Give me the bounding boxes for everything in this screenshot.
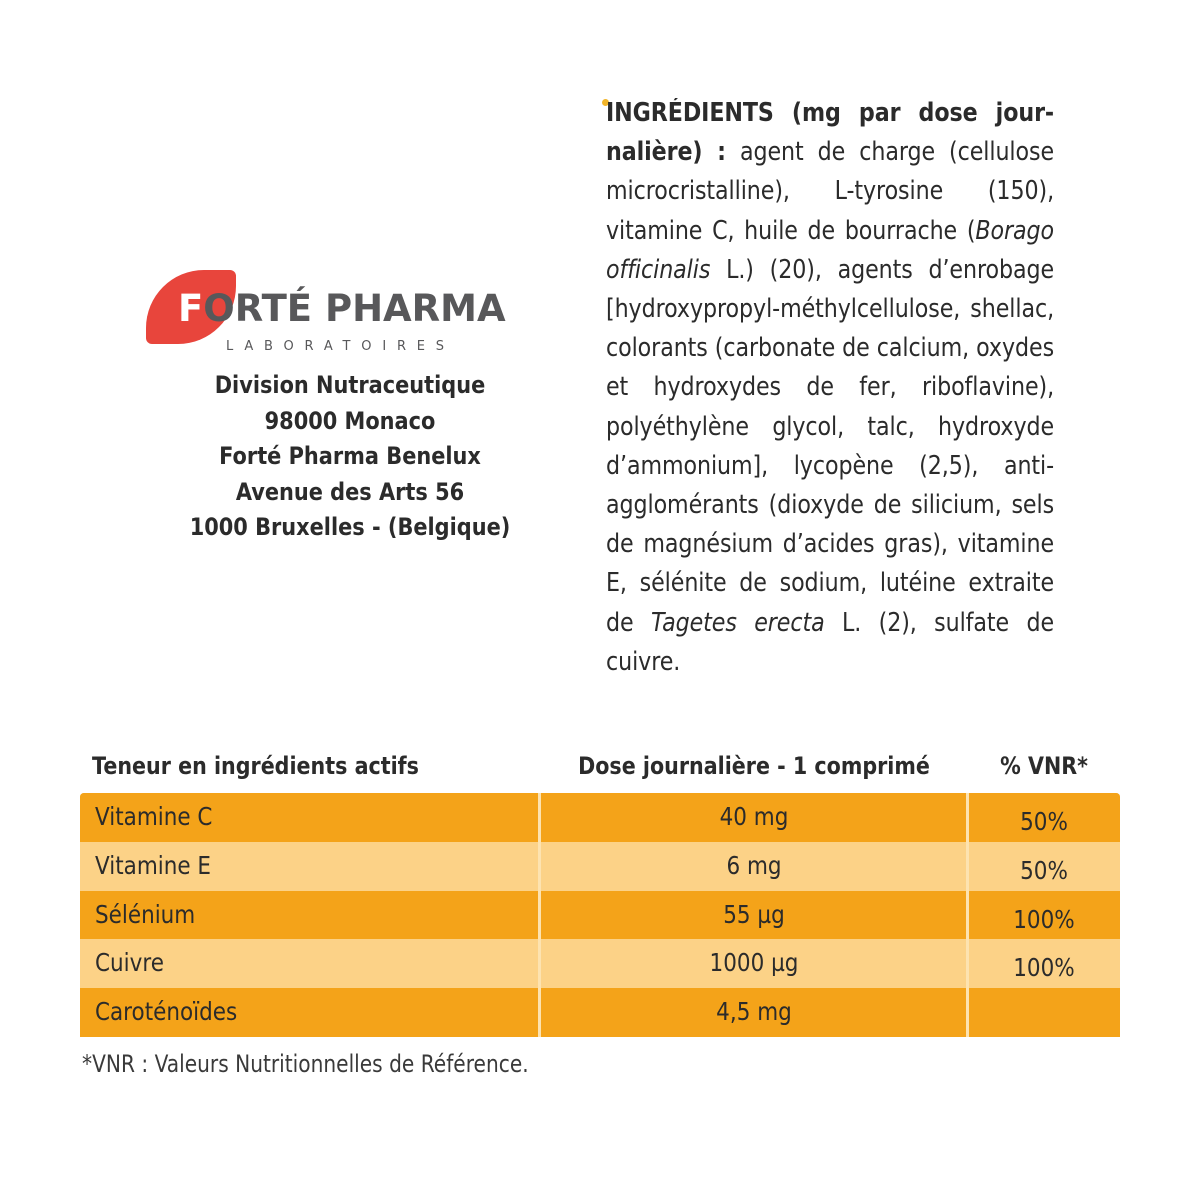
latin-name: Tagetes erecta — [650, 607, 825, 638]
column-divider — [966, 793, 969, 1037]
brand-subtitle: LABORATOIRES — [226, 339, 455, 354]
table-row: Caroténoïdes 4,5 mg — [80, 988, 1120, 1037]
ingredient-vnr: 50% — [1020, 855, 1068, 885]
brand-name: FORTÉ PHARMA — [178, 290, 506, 327]
ingredient-dose: 1000 µg — [709, 948, 799, 978]
ingredient-dose: 4,5 mg — [716, 997, 792, 1027]
ingredient-dose: 40 mg — [719, 802, 789, 831]
address-line: Forté Pharma Benelux — [219, 442, 481, 470]
table-row: Vitamine C 40 mg 50% — [80, 793, 1120, 842]
address-line: Avenue des Arts 56 — [235, 477, 465, 506]
brand-initial: F — [178, 287, 204, 330]
ingredients-part: L.) (20), agents d’enrobage [hydroxyprop… — [606, 254, 1055, 638]
ingredient-vnr: 50% — [1020, 807, 1068, 836]
ingredient-name: Caroténoïdes — [95, 997, 238, 1027]
latin-name: Borago officinalis — [606, 215, 1055, 285]
ingredient-vnr: 100% — [1013, 953, 1075, 983]
address-line: Division Nutraceutique — [214, 371, 486, 399]
ingredients-heading: INGRÉDIENTS (mg par dose jour-nalière) : — [606, 98, 1055, 168]
column-header-vnr: % VNR* — [1000, 752, 1088, 780]
column-header-ingredient: Teneur en ingrédients actifs — [92, 752, 419, 780]
brand-name-rest: ORTÉ PHARMA — [203, 287, 506, 330]
ingredients-text: INGRÉDIENTS (mg par dose jour-nalière) :… — [606, 94, 1054, 682]
ingredient-name: Vitamine E — [95, 850, 212, 880]
ingredient-name: Cuivre — [95, 948, 164, 978]
footnote: *VNR : Valeurs Nutritionnelles de Référe… — [82, 1050, 529, 1078]
nutrition-table: Vitamine C 40 mg 50% Vitamine E 6 mg 50%… — [80, 793, 1120, 1037]
ingredient-dose: 55 µg — [723, 899, 785, 929]
table-row: Sélénium 55 µg 100% — [80, 890, 1120, 940]
ingredient-name: Sélénium — [95, 899, 196, 929]
column-divider — [538, 793, 541, 1037]
ingredient-vnr: 100% — [1013, 904, 1075, 934]
company-address: Division Nutraceutique 98000 Monaco Fort… — [176, 368, 524, 546]
ingredients-section: INGRÉDIENTS (mg par dose jour-nalière) :… — [602, 94, 1054, 682]
bullet-dot-icon — [602, 99, 609, 106]
address-line: 1000 Bruxelles - (Belgique) — [189, 513, 511, 541]
ingredient-name: Vitamine C — [95, 802, 213, 831]
column-header-dose: Dose journalière - 1 comprimé — [578, 752, 930, 780]
ingredient-vnr — [979, 993, 1110, 1042]
ingredients-part: agent de charge (cellulose microcristall… — [606, 137, 1055, 246]
brand-logo: FORTÉ PHARMA LABORATOIRES — [140, 262, 540, 362]
table-row: Cuivre 1000 µg 100% — [80, 939, 1120, 989]
ingredient-dose: 6 mg — [726, 850, 782, 880]
address-line: 98000 Monaco — [264, 406, 436, 435]
table-row: Vitamine E 6 mg 50% — [80, 841, 1120, 891]
ingredients-part: L. (2), sulfate de cuivre. — [606, 607, 1055, 677]
